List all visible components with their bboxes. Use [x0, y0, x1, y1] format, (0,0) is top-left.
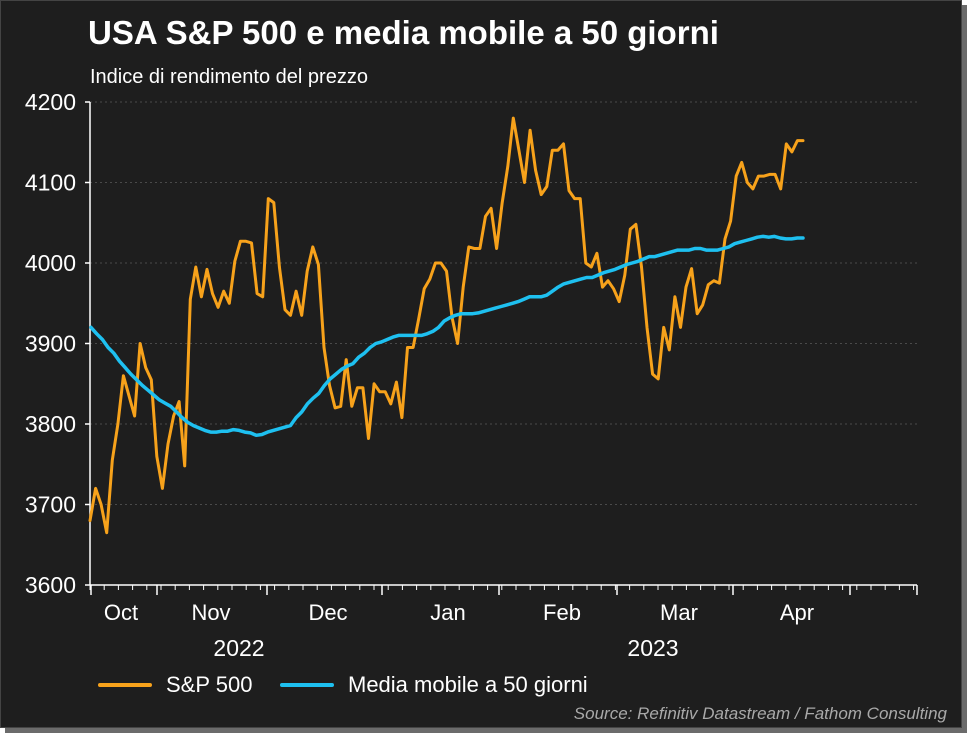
x-month-label: Feb: [543, 600, 581, 625]
source-note: Source: Refinitiv Datastream / Fathom Co…: [573, 704, 947, 723]
line-chart: 3600 3700 3800 3900 4000 4100 4200 Oct Nov Dec Jan…: [25, 89, 918, 661]
panel-shadow-right: [962, 5, 967, 733]
y-tick-label: 3800: [25, 411, 76, 437]
y-tick-label: 3600: [25, 572, 76, 598]
x-year-label: 2023: [627, 635, 678, 661]
x-month-label: Mar: [660, 600, 698, 625]
chart-subtitle: Indice di rendimento del prezzo: [90, 66, 368, 88]
y-tick-label: 3700: [25, 492, 76, 518]
series-line-sp500: [88, 116, 805, 535]
x-month-label: Nov: [191, 600, 230, 625]
x-month-label: Apr: [780, 600, 814, 625]
y-tick-label: 3900: [25, 331, 76, 357]
series-line-ma50: [89, 234, 805, 438]
chart-title: USA S&P 500 e media mobile a 50 giorni: [88, 14, 719, 51]
x-month-label: Oct: [104, 600, 138, 625]
y-tick-label: 4200: [25, 89, 76, 115]
panel-shadow-bottom: [5, 728, 967, 733]
x-year-label: 2022: [213, 635, 264, 661]
legend-item-ma50: Media mobile a 50 giorni: [280, 672, 588, 698]
legend-swatch-sp500: [98, 683, 152, 687]
legend-item-sp500: S&P 500: [98, 672, 252, 698]
x-month-label: Jan: [430, 600, 465, 625]
x-month-label: Dec: [308, 600, 347, 625]
legend-swatch-ma50: [280, 683, 334, 687]
legend-label-sp500: S&P 500: [166, 672, 253, 697]
y-tick-label: 4100: [25, 170, 76, 196]
legend-label-ma50: Media mobile a 50 giorni: [348, 672, 588, 697]
y-tick-label: 4000: [25, 250, 76, 276]
